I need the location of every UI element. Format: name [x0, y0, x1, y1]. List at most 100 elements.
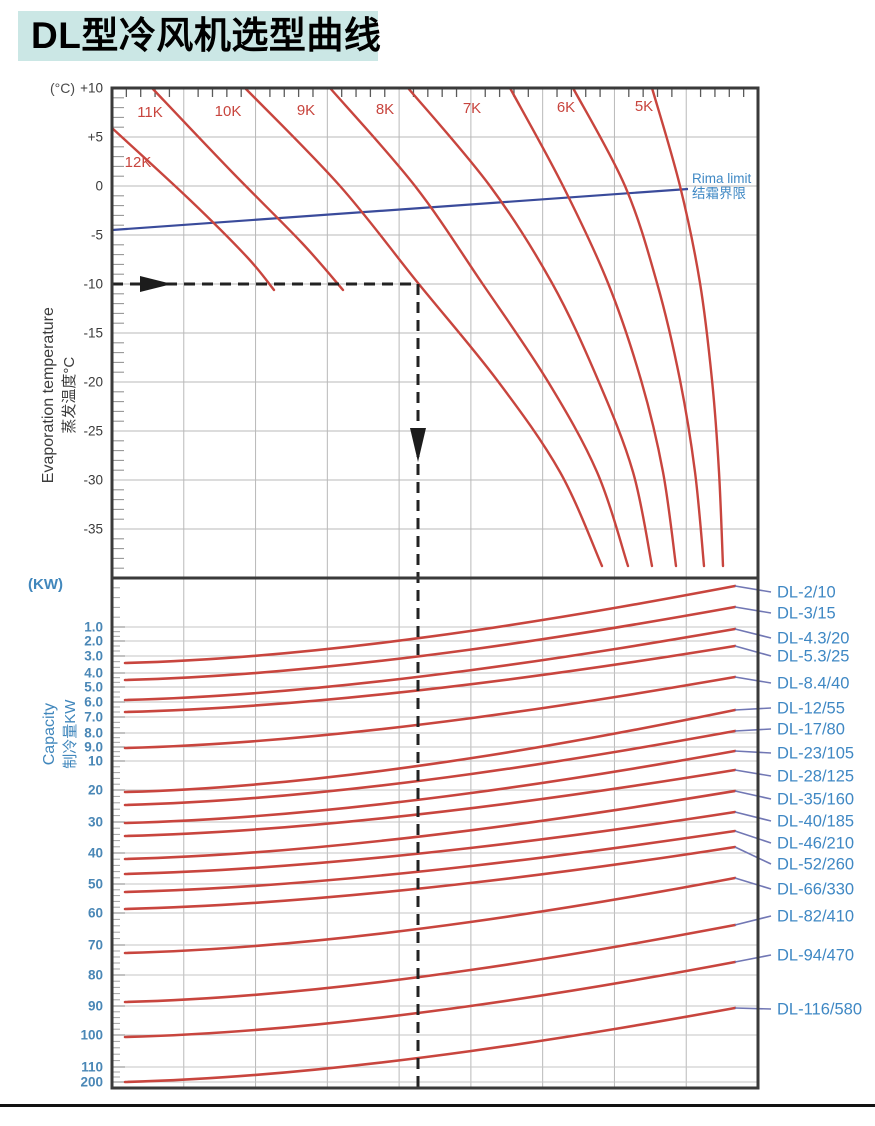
leader-line-DL-52/260: [734, 846, 772, 865]
leader-line-DL-5.3/25: [734, 645, 772, 657]
capacity-curve-DL-46/210: [123, 829, 737, 894]
dt-curve-label-7K: 7K: [463, 100, 481, 117]
lower-ytick-label: 60: [88, 906, 103, 921]
lower-ytick-label: 20: [88, 783, 103, 798]
frost-limit-line: [111, 187, 689, 232]
lower-ytick-label: 200: [80, 1075, 103, 1090]
model-label-DL-52/260: DL-52/260: [777, 856, 854, 874]
lower-ytick-label: 4.0: [84, 666, 103, 681]
selection-arrowhead-right: [140, 276, 172, 292]
model-label-DL-28/125: DL-28/125: [777, 768, 854, 786]
selection-arrowhead-down: [410, 428, 426, 462]
lower-ytick-label: 8.0: [84, 726, 103, 741]
leader-line-DL-82/410: [734, 915, 772, 926]
capacity-curve-DL-23/105: [123, 749, 737, 825]
upper-ytick-label: 0: [95, 179, 103, 194]
model-label-DL-94/470: DL-94/470: [777, 947, 854, 965]
frost-limit-label-en: Rima limit: [692, 171, 751, 186]
model-label-DL-82/410: DL-82/410: [777, 908, 854, 926]
dt-curve-11K: [150, 86, 345, 292]
leader-line-DL-3/15: [734, 606, 772, 614]
dt-curve-7K: [508, 86, 678, 568]
dt-curve-label-8K: 8K: [376, 101, 394, 118]
upper-ytick-label: -35: [83, 522, 103, 537]
upper-ytick-label: +5: [88, 130, 103, 145]
dt-curve-9K: [328, 86, 630, 568]
page-bottom-rule: [0, 1104, 875, 1107]
dt-curve-label-12K: 12K: [125, 154, 152, 171]
page-title: DL型冷风机选型曲线: [18, 11, 382, 61]
lower-ytick-label: 30: [88, 815, 103, 830]
capacity-curve-DL-5.3/25: [123, 644, 737, 714]
capacity-curve-DL-66/330: [123, 876, 737, 955]
lower-ytick-label: 5.0: [84, 680, 103, 695]
dt-curve-10K: [243, 86, 604, 568]
dt-curve-label-11K: 11K: [137, 104, 163, 121]
capacity-curve-DL-116/580: [123, 1006, 737, 1084]
lower-ytick-label: 9.0: [84, 740, 103, 755]
lower-ytick-label: 100: [80, 1028, 103, 1043]
lower-ytick-label: 6.0: [84, 695, 103, 710]
dt-curve-label-5K: 5K: [635, 98, 653, 115]
model-label-DL-46/210: DL-46/210: [777, 835, 854, 853]
capacity-curve-DL-3/15: [123, 605, 737, 682]
dt-curve-label-9K: 9K: [297, 102, 315, 119]
capacity-curve-DL-82/410: [123, 923, 737, 1004]
capacity-curve-DL-17/80: [123, 729, 737, 807]
model-label-DL-40/185: DL-40/185: [777, 813, 854, 831]
upper-ytick-label: -15: [83, 326, 103, 341]
dt-curve-label-6K: 6K: [557, 99, 575, 116]
selection-dashed-path: [112, 282, 420, 1088]
leader-line-DL-40/185: [734, 811, 772, 822]
leader-line-DL-4.3/20: [734, 628, 772, 639]
lower-y-axis-title: Capacity 制冷量KW: [40, 644, 80, 824]
lower-axis-unit-label: (KW): [28, 576, 63, 593]
lower-y-axis-title-zh: 制冷量KW: [61, 699, 79, 769]
upper-y-axis-title-zh: 蒸发温度°C: [60, 356, 78, 434]
lower-ytick-label: 10: [88, 754, 103, 769]
capacity-curve-DL-4.3/20: [123, 627, 737, 702]
leader-line-DL-35/160: [734, 790, 772, 800]
leader-line-DL-94/470: [734, 954, 772, 963]
capacity-curve-DL-40/185: [123, 810, 737, 876]
upper-axis-unit-label: (°C): [49, 80, 75, 96]
model-label-DL-66/330: DL-66/330: [777, 881, 854, 899]
lower-ytick-label: 70: [88, 938, 103, 953]
lower-ytick-label: 110: [81, 1060, 103, 1075]
upper-ytick-label: -30: [83, 473, 103, 488]
dt-curve-12K: [110, 126, 276, 292]
upper-y-axis-title: Evaporation temperature 蒸发温度°C: [39, 290, 79, 500]
frost-limit-label-zh: 结霜界限: [692, 186, 746, 201]
lower-ytick-label: 90: [88, 999, 103, 1014]
dt-curve-label-10K: 10K: [215, 103, 242, 120]
lower-y-axis-title-en: Capacity: [40, 703, 58, 766]
model-label-DL-17/80: DL-17/80: [777, 721, 845, 739]
model-label-DL-3/15: DL-3/15: [777, 605, 836, 623]
lower-ytick-label: 40: [88, 846, 103, 861]
upper-ytick-label: -10: [83, 277, 103, 292]
model-label-DL-5.3/25: DL-5.3/25: [777, 648, 849, 666]
capacity-curve-DL-35/160: [123, 789, 737, 861]
upper-ytick-label: +10: [80, 81, 103, 96]
leader-line-DL-116/580: [734, 1007, 772, 1010]
upper-y-axis-title-en: Evaporation temperature: [39, 307, 57, 484]
lower-panel-border: [110, 576, 760, 1090]
dt-curve-8K: [406, 86, 654, 568]
lower-ytick-label: 50: [88, 877, 103, 892]
dt-curve-6K: [571, 86, 706, 568]
capacity-curve-DL-94/470: [123, 960, 737, 1039]
upper-ytick-label: -20: [83, 375, 103, 390]
capacity-curve-DL-28/125: [123, 768, 737, 838]
upper-ytick-label: -25: [83, 424, 103, 439]
model-label-DL-12/55: DL-12/55: [777, 700, 845, 718]
leader-line-DL-23/105: [734, 750, 772, 754]
lower-ytick-label: 80: [88, 968, 103, 983]
model-label-DL-4.3/20: DL-4.3/20: [777, 630, 849, 648]
leader-line-DL-46/210: [734, 830, 772, 844]
capacity-curve-DL-52/260: [123, 845, 737, 911]
page-title-text: DL型冷风机选型曲线: [31, 15, 382, 56]
model-label-DL-35/160: DL-35/160: [777, 791, 854, 809]
capacity-curve-DL-8.4/40: [123, 675, 737, 750]
